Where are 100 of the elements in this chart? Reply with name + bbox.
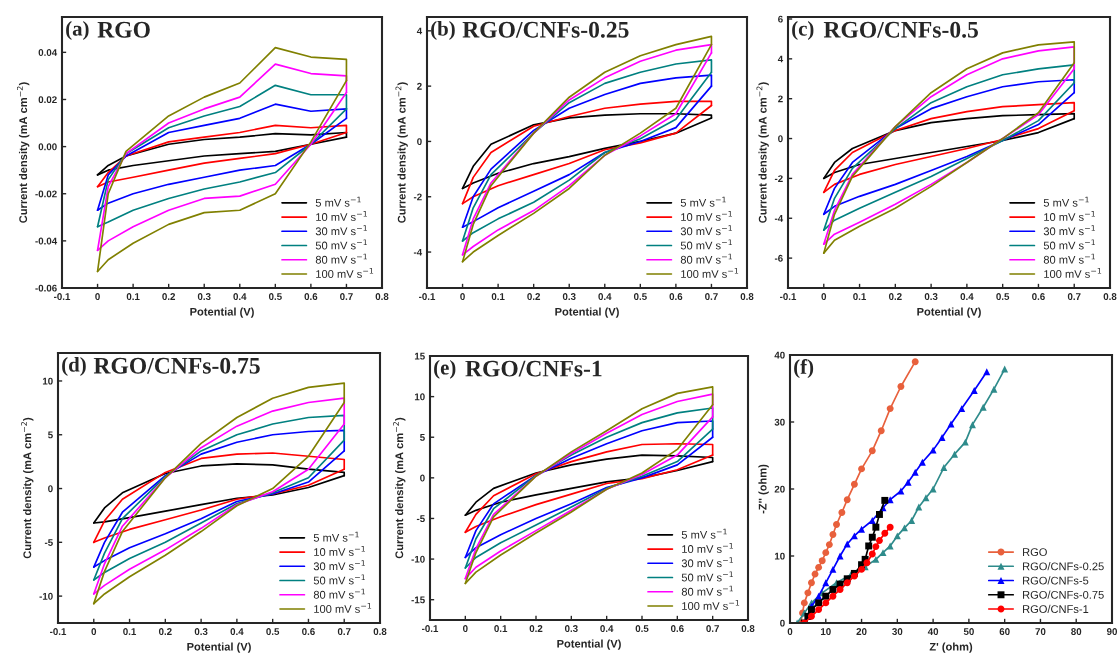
x-tick-label: 10 [820,628,831,635]
x-tick-label: 0.7 [1067,293,1081,300]
annotation: (a) [66,21,89,40]
annotation: (d) [62,357,86,376]
point [872,523,880,531]
x-tick-label: 0.5 [635,625,649,632]
point [843,496,851,504]
legend-label: 30 mV s$^{−1}$ [1043,225,1095,236]
point [850,480,858,488]
chart-title: RGO [97,21,150,38]
point [877,427,885,435]
point [875,510,883,518]
x-tick-label: -0.1 [419,293,436,300]
annotation: (c) [792,21,814,40]
y-tick-label: -10 [39,592,53,600]
y-tick-label: 0 [780,619,785,627]
point [1001,365,1009,373]
x-tick-label: 0.3 [197,293,211,301]
legend-label: 5 mV s$^{−1}$ [681,528,727,539]
point [868,550,876,558]
x-tick-label: 0.1 [123,628,137,635]
y-tick-label: -4 [413,248,423,256]
point [979,403,987,411]
x-tick-label: 0.4 [600,625,614,632]
legend-label: 80 mV s$^{−1}$ [1043,253,1095,264]
point [822,599,830,607]
point [829,592,837,600]
y-tick-label: 5 [420,434,425,441]
x-tick-label: 0.6 [1032,293,1045,300]
point [872,543,880,551]
x-tick-label: 0.1 [491,293,505,300]
point [961,438,969,446]
x-tick-label: 0.3 [564,625,578,633]
legend-label: 5 mV s$^{−1}$ [680,196,726,207]
y-axis-title: Current density (mA cm$^{−2}$) [395,82,408,223]
x-tick-label: 0 [463,625,468,632]
x-tick-label: 0.1 [853,293,867,300]
legend-label: 30 mV s$^{−1}$ [313,560,365,571]
y-tick-label: -4 [774,215,784,222]
x-tick-label: 80 [1071,628,1082,635]
y-tick-label: 15 [414,352,425,360]
chart-title: RGO/CNFs-0.5 [823,21,978,38]
x-tick-label: 0.5 [268,293,282,300]
y-tick-label: 0 [778,135,783,143]
point [886,523,894,531]
x-tick-label: 0.6 [302,628,315,635]
x-tick-label: -0.1 [780,293,797,300]
x-tick-label: 0.4 [233,293,247,300]
x-tick-label: 0.7 [706,625,719,632]
x-tick-label: 0.2 [162,293,176,300]
point [915,503,923,511]
legend-label: 100 mV s$^{−1}$ [682,599,740,610]
legend-label: 80 mV s$^{−1}$ [681,585,733,596]
chart-title: RGO/CNFs-1 [465,360,602,377]
y-tick-label: 30 [774,418,785,426]
x-axis-title: Potential (V) [917,307,981,318]
x-tick-label: 0.2 [158,628,172,635]
x-tick-label: 60 [999,628,1010,635]
x-tick-label: 0.3 [194,628,208,636]
point [879,549,887,557]
legend-label: 10 mV s$^{−1}$ [681,210,732,221]
point [951,450,959,458]
point [829,531,837,539]
x-tick-label: 0.4 [960,293,974,300]
legend-label: 5 mV s$^{−1}$ [315,196,361,207]
x-tick-label: 0.1 [494,625,508,632]
annotation: (f) [794,359,814,379]
y-tick-label: 4 [416,27,423,35]
x-axis-title: Potential (V) [555,307,619,318]
x-tick-label: 0 [91,628,97,635]
x-tick-label: 0.6 [670,625,684,632]
y-axis-title: Current density (mA cm$^{−2}$) [16,82,30,223]
point [822,592,830,600]
x-tick-label: -0.1 [50,628,67,635]
x-tick-label: 0.7 [337,628,351,635]
legend-label: 5 mV s$^{−1}$ [313,531,359,542]
point [911,358,919,366]
x-tick-label: 0.8 [740,293,754,300]
y-tick-label: 0 [48,485,53,493]
y-tick-label: -10 [411,555,425,563]
x-tick-label: 0.8 [375,293,389,300]
point [868,533,876,541]
y-tick-label: -0.06 [35,284,57,292]
x-tick-label: 40 [927,628,939,635]
x-axis-title: Potential (V) [187,642,251,653]
x-tick-label: 0.4 [598,293,612,300]
point [829,586,837,593]
x-tick-label: 0 [460,293,465,300]
point [815,606,823,614]
point [858,525,866,533]
y-tick-label: 40 [774,351,785,359]
legend-label: RGO/CNFs-0.25 [1023,562,1104,571]
legend-label: RGO/CNFs-5 [1023,576,1089,585]
x-tick-label: 0.2 [529,625,543,632]
legend-label: 80 mV s$^{−1}$ [315,253,367,264]
legend-label: 50 mV s$^{−1}$ [313,574,365,585]
legend-label: RGO [1023,548,1047,557]
legend-label: 100 mV s$^{−1}$ [681,267,739,278]
legend-label: 30 mV s$^{−1}$ [681,557,733,568]
chart-title: RGO/CNFs-0.75 [93,357,260,374]
